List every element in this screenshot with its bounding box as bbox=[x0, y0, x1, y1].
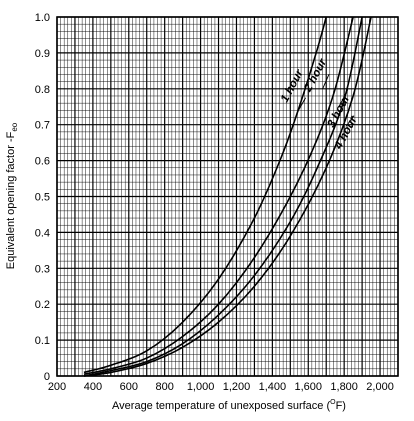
y-tick-label: 0.3 bbox=[35, 263, 50, 275]
x-axis-label-degree: O bbox=[330, 399, 336, 406]
grid bbox=[56, 16, 399, 377]
curve-label-group-1: 1 hour bbox=[279, 67, 307, 113]
y-tick-label: 0.5 bbox=[35, 192, 50, 204]
y-tick-label: 1.0 bbox=[35, 12, 50, 24]
y-axis-label-text: Equivalent opening factor -F bbox=[5, 131, 17, 269]
y-tick-label: 0.7 bbox=[35, 120, 50, 132]
series-line-1 bbox=[83, 16, 327, 374]
y-tick-label: 0 bbox=[44, 371, 50, 383]
y-axis-label-subscript: eo bbox=[10, 122, 19, 131]
y-axis-label: Equivalent opening factor -Feo bbox=[5, 122, 19, 269]
curve-label-leader bbox=[338, 92, 348, 107]
y-tick-label: 0.9 bbox=[35, 48, 50, 60]
x-tick-label: 1,800 bbox=[330, 381, 358, 393]
curve-label-leader bbox=[345, 115, 355, 127]
x-tick-label: 1,600 bbox=[294, 381, 322, 393]
y-tick-label: 0.6 bbox=[35, 156, 50, 168]
x-tick-label: 600 bbox=[120, 381, 138, 393]
x-axis-label-text: Average temperature of unexposed surface… bbox=[112, 400, 330, 412]
series-line-4 bbox=[83, 16, 372, 377]
series-line-2 bbox=[83, 16, 354, 375]
y-tick-label: 0.8 bbox=[35, 84, 50, 96]
x-tick-label: 2,000 bbox=[366, 381, 394, 393]
y-tick-label: 0.2 bbox=[35, 299, 50, 311]
curves bbox=[83, 16, 372, 377]
y-tick-label: 0.4 bbox=[35, 227, 50, 239]
y-tick-label: 0.1 bbox=[35, 335, 50, 347]
x-tick-label: 200 bbox=[48, 381, 66, 393]
x-tick-label: 800 bbox=[156, 381, 174, 393]
x-tick-label: 1,200 bbox=[223, 381, 251, 393]
x-tick-label: 1,400 bbox=[259, 381, 287, 393]
x-axis-label-unit: F) bbox=[336, 400, 346, 412]
series-line-3 bbox=[83, 16, 363, 377]
curve-label-leader bbox=[297, 97, 307, 113]
tick-labels: 200 400 600 800 1,000 1,200 1,400 1,600 1,800 2,0… bbox=[35, 12, 394, 393]
x-tick-label: 1,000 bbox=[187, 381, 215, 393]
x-tick-label: 400 bbox=[84, 381, 102, 393]
x-axis-label: Average temperature of unexposed surface… bbox=[112, 399, 346, 412]
curve-label-leader bbox=[322, 74, 330, 90]
plot-frame bbox=[56, 16, 399, 377]
